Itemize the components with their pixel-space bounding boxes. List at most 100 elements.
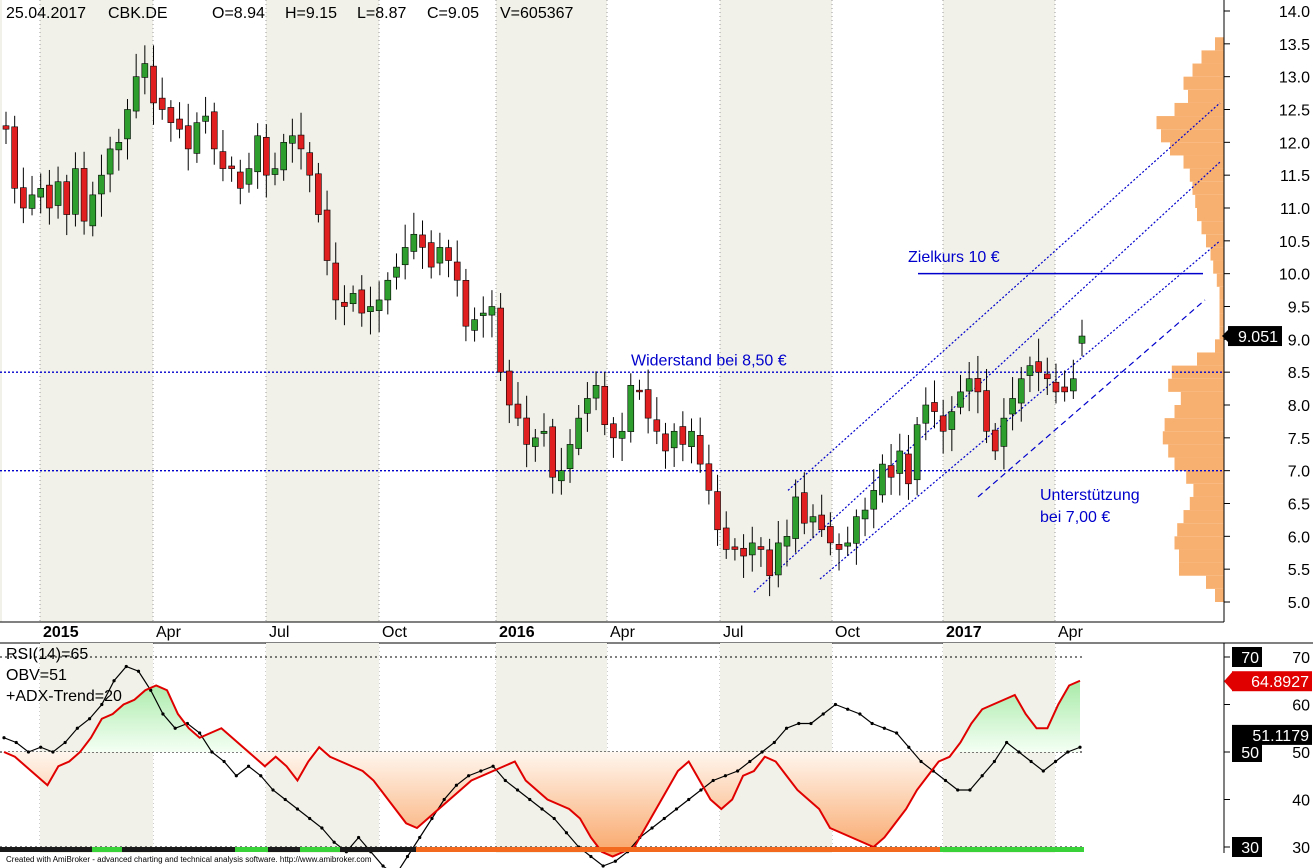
adx-label: +ADX-Trend=20: [6, 688, 122, 705]
rsi-oversold-fill: [4, 752, 1080, 857]
candle-body: [722, 527, 730, 550]
obv-point: [1017, 750, 1021, 754]
volume-bar: [1174, 457, 1224, 471]
time-axis-label: Apr: [156, 624, 182, 641]
candle-body: [297, 134, 305, 150]
obv-point: [748, 759, 752, 764]
adx-segment: [940, 847, 1026, 852]
candle-body: [705, 463, 713, 491]
volume-bar: [1174, 536, 1224, 550]
time-axis-label: Oct: [382, 624, 407, 641]
indicator-axis: 30 40 50 60 70 70 50 30 64.8927 51.1179: [1224, 647, 1312, 857]
candle-body: [210, 111, 218, 150]
candle-body: [63, 181, 71, 215]
candle-body: [341, 301, 348, 307]
annotation-labels: Zielkurs 10 € Widerstand bei 8,50 € Unters…: [631, 249, 1140, 526]
candle-body: [72, 168, 79, 215]
candle-body: [1043, 373, 1051, 380]
candle-body: [228, 165, 235, 169]
volume-bar: [1215, 37, 1224, 51]
level-box-label: 50: [1241, 745, 1259, 762]
obv-point: [919, 759, 923, 764]
volume-bar: [1192, 63, 1224, 77]
candle-body: [844, 542, 852, 547]
candle-body: [315, 173, 322, 215]
volume-bar: [1216, 273, 1224, 287]
obv-point: [515, 788, 520, 792]
candle-body: [896, 450, 904, 474]
header-close: C=9.05: [427, 5, 479, 22]
obv-point: [907, 745, 911, 749]
candle-body: [783, 536, 791, 547]
rsi-value-label: 64.8927: [1251, 674, 1309, 691]
obv-point: [2, 736, 6, 740]
adx-segment: [416, 847, 940, 852]
obv-point: [772, 740, 776, 745]
indicator-tick-label: 40: [1292, 793, 1310, 810]
channel-line: [787, 102, 1221, 491]
header-date: 25.04.2017: [6, 5, 86, 22]
obv-point: [454, 783, 459, 787]
price-tick-label: 7.5: [1288, 431, 1310, 448]
volume-bar: [1213, 260, 1224, 274]
obv-point: [968, 788, 972, 792]
volume-bar: [1215, 588, 1224, 602]
obv-point: [320, 826, 324, 830]
candle-body: [289, 135, 296, 144]
candle-body: [601, 385, 609, 426]
obv-point: [87, 717, 92, 721]
adx-segment: [300, 847, 340, 852]
last-price-label: 9.051: [1238, 329, 1278, 346]
candle-body: [939, 415, 947, 432]
candle-body: [792, 496, 799, 539]
candle-body: [46, 184, 53, 209]
obv-point: [870, 721, 874, 726]
obv-point: [405, 854, 410, 859]
obv-point: [51, 750, 55, 754]
obv-point: [271, 788, 275, 792]
volume-bar: [1195, 194, 1224, 208]
support-label-line2: bei 7,00 €: [1040, 509, 1110, 526]
obv-point: [662, 816, 666, 821]
obv-point: [1005, 740, 1009, 745]
obv-point: [467, 774, 471, 778]
obv-point: [736, 769, 740, 773]
obv-point: [418, 835, 422, 840]
candle-body: [1078, 335, 1086, 344]
candle-body: [106, 148, 114, 175]
volume-bar: [1219, 286, 1224, 300]
obv-point: [723, 774, 728, 778]
channel-line: [977, 299, 1206, 498]
obv-point: [149, 688, 153, 692]
candle-body: [627, 384, 635, 432]
volume-bar: [1189, 496, 1224, 511]
obv-point: [442, 797, 446, 802]
candle-body: [384, 279, 392, 301]
obv-point: [846, 707, 850, 711]
price-axis: 5.0 5.5 6.0 6.5 7.0 7.5 8.0 8.5 9.0 9.5 10.0 10.5 11…: [1222, 4, 1310, 612]
candle-body: [757, 546, 765, 550]
obv-point: [882, 726, 886, 730]
candle-body: [193, 122, 201, 154]
time-axis-label: 2016: [499, 624, 535, 641]
obv-point: [711, 778, 715, 783]
volume-bar: [1188, 89, 1224, 103]
volume-bar: [1162, 431, 1224, 445]
volume-bar: [1164, 418, 1224, 432]
candle-body: [662, 433, 669, 452]
candle-body: [714, 491, 721, 531]
candle-body: [167, 107, 175, 123]
candle-body: [11, 126, 18, 189]
candlesticks: [2, 45, 1086, 597]
candle-body: [861, 509, 869, 520]
last-price-pointer: [1222, 330, 1228, 343]
level-box: [1232, 647, 1262, 667]
candle-body: [879, 463, 886, 496]
time-axis-label: 2017: [946, 624, 982, 641]
candle-body: [37, 188, 45, 198]
volume-bar: [1174, 405, 1224, 419]
volume-bar: [1201, 50, 1224, 64]
obv-point: [784, 726, 789, 730]
candle-body: [549, 426, 556, 478]
candle-body: [922, 404, 930, 424]
